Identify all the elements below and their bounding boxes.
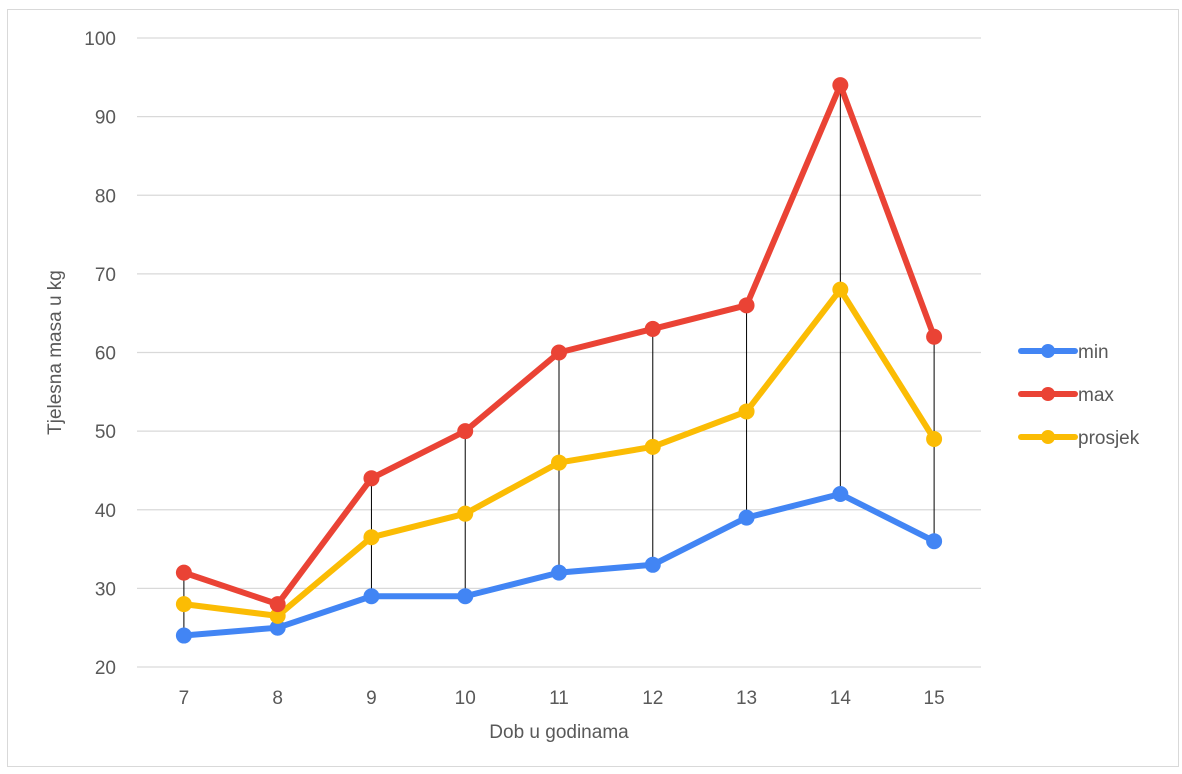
- legend-marker: [1041, 344, 1055, 358]
- series-max: [175, 77, 943, 613]
- y-axis-title: Tjelesna masa u kg: [45, 270, 66, 435]
- y-tick-label: 60: [95, 344, 116, 365]
- legend-item-max: max: [1018, 385, 1114, 406]
- legend-marker: [1041, 430, 1055, 444]
- legend-item-prosjek: prosjek: [1018, 428, 1140, 449]
- data-point: [832, 77, 849, 94]
- legend-item-min: min: [1018, 342, 1109, 363]
- x-axis-ticks: 7 8 9 10 11 12 13 14 15: [179, 688, 945, 709]
- y-tick-label: 80: [95, 186, 116, 207]
- data-point: [738, 297, 755, 314]
- data-point: [363, 529, 380, 546]
- chart-border: [7, 9, 1179, 767]
- series-prosjek: [175, 281, 943, 624]
- legend-label: min: [1078, 342, 1109, 363]
- y-tick-label: 70: [95, 265, 116, 286]
- data-point: [738, 403, 755, 420]
- legend-label: max: [1078, 385, 1114, 406]
- x-tick-label: 8: [272, 688, 283, 709]
- x-axis-title: Dob u godinama: [489, 722, 629, 743]
- legend-label: prosjek: [1078, 428, 1140, 449]
- y-tick-label: 40: [95, 501, 116, 522]
- data-point: [457, 505, 474, 522]
- legend: min max prosjek: [1018, 342, 1140, 449]
- series-lines: [175, 77, 943, 644]
- data-point: [551, 564, 567, 581]
- legend-marker: [1041, 387, 1055, 401]
- series-min: [175, 486, 943, 644]
- data-point: [457, 588, 474, 605]
- x-tick-label: 10: [455, 688, 476, 709]
- data-point: [551, 344, 567, 361]
- data-point: [926, 328, 943, 345]
- x-tick-label: 12: [642, 688, 663, 709]
- data-point: [363, 588, 380, 605]
- data-point: [644, 320, 661, 337]
- data-point: [738, 509, 755, 526]
- data-point: [926, 533, 943, 550]
- x-tick-label: 7: [179, 688, 190, 709]
- data-point: [269, 607, 286, 624]
- data-point: [832, 486, 849, 503]
- data-point: [551, 454, 567, 471]
- y-tick-label: 30: [95, 579, 116, 600]
- data-point: [269, 619, 286, 636]
- data-point: [457, 423, 474, 440]
- data-point: [175, 596, 192, 613]
- y-tick-label: 100: [84, 29, 116, 50]
- data-point: [269, 596, 286, 613]
- data-point: [644, 556, 661, 573]
- x-tick-label: 13: [736, 688, 757, 709]
- data-point: [175, 564, 192, 581]
- data-point: [644, 438, 661, 455]
- data-point: [832, 281, 849, 298]
- y-tick-label: 20: [95, 658, 116, 679]
- y-axis-ticks: 20 30 40 50 60 70 80 90 100: [84, 29, 116, 679]
- x-tick-label: 9: [366, 688, 377, 709]
- data-point: [926, 430, 943, 447]
- y-tick-label: 90: [95, 108, 116, 129]
- x-tick-label: 11: [549, 688, 569, 709]
- data-point: [363, 470, 380, 487]
- x-tick-label: 14: [830, 688, 852, 709]
- data-point: [175, 627, 192, 644]
- y-tick-label: 50: [95, 422, 116, 443]
- x-tick-label: 15: [924, 688, 945, 709]
